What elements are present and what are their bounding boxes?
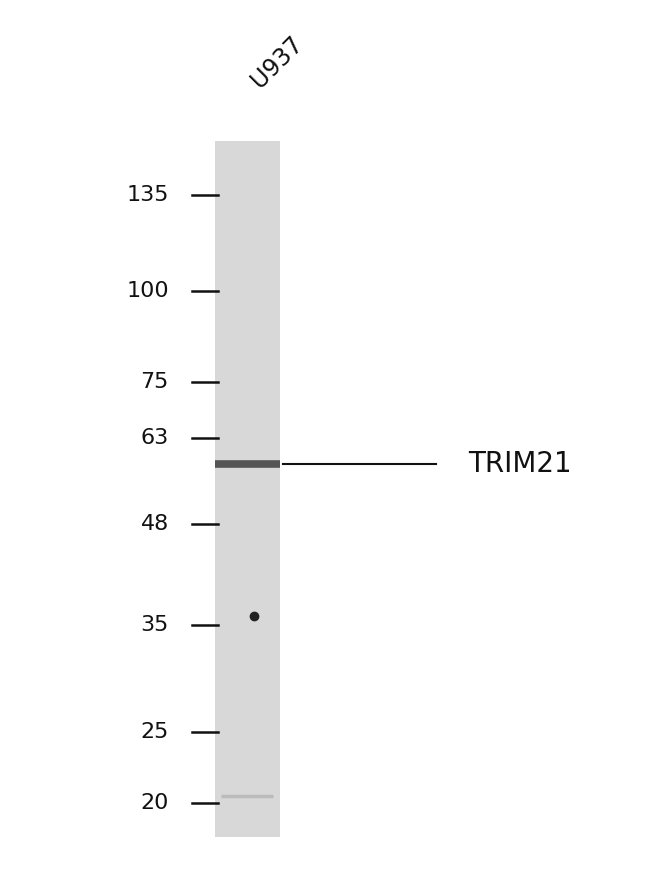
Text: 135: 135 xyxy=(127,185,169,205)
Text: 63: 63 xyxy=(141,428,169,448)
Text: 25: 25 xyxy=(140,722,169,743)
Text: U937: U937 xyxy=(247,32,308,93)
Text: 48: 48 xyxy=(141,515,169,535)
Text: TRIM21: TRIM21 xyxy=(468,450,571,478)
Text: 75: 75 xyxy=(140,373,169,392)
Bar xyxy=(214,141,280,837)
Text: 35: 35 xyxy=(140,615,169,635)
Text: 20: 20 xyxy=(140,794,169,813)
Text: 100: 100 xyxy=(126,281,169,300)
